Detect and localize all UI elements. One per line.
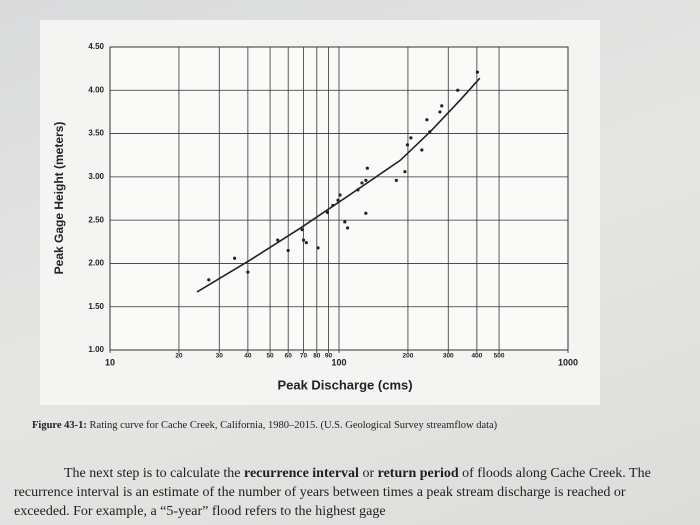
- data-point: [343, 220, 347, 224]
- data-point: [232, 256, 237, 260]
- x-tick-label: 90: [325, 353, 333, 360]
- chart: Peak Gage Height (meters) Peak Discharge…: [40, 20, 600, 405]
- data-point: [246, 270, 250, 274]
- y-axis-label: Peak Gage Height (meters): [52, 122, 66, 275]
- data-point: [360, 181, 364, 185]
- y-tick-label: 2.00: [88, 259, 104, 268]
- data-point: [345, 226, 350, 230]
- y-tick-label: 1.50: [88, 302, 104, 311]
- data-point: [286, 248, 290, 253]
- data-point: [365, 166, 369, 170]
- text-run: or: [358, 466, 378, 481]
- x-tick-label: 60: [285, 353, 293, 360]
- x-tick-label: 200: [403, 353, 414, 360]
- x-tick-label: 1000: [558, 357, 578, 367]
- text-run: of floods along Cache Creek. The recurre…: [14, 466, 651, 519]
- bold-term: recurrence interval: [244, 466, 359, 481]
- x-axis-label: Peak Discharge (cms): [277, 377, 412, 392]
- body-text: The next step is to calculate the recurr…: [14, 464, 684, 521]
- data-point: [364, 178, 368, 182]
- y-tick-label: 3.50: [88, 129, 104, 138]
- data-point: [409, 136, 413, 140]
- y-tick-label: 4.00: [88, 85, 104, 94]
- data-point: [276, 238, 280, 242]
- text-run: The next step is to calculate the: [64, 466, 244, 481]
- data-point: [300, 228, 304, 232]
- data-point: [301, 238, 306, 242]
- data-point: [428, 130, 432, 134]
- x-tick-label: 20: [175, 353, 183, 360]
- data-point: [475, 70, 479, 74]
- x-tick-label: 40: [244, 353, 252, 360]
- data-point: [207, 278, 211, 282]
- y-tick-label: 1.00: [88, 345, 104, 354]
- x-tick-label: 30: [216, 353, 224, 360]
- data-point: [403, 170, 407, 174]
- x-tick-label: 50: [266, 353, 274, 360]
- caption-text: Rating curve for Cache Creek, California…: [89, 420, 498, 431]
- fit-curve: [196, 77, 481, 293]
- data-point: [338, 193, 342, 197]
- data-point: [304, 241, 308, 245]
- x-tick-label: 300: [443, 353, 454, 360]
- x-tick-label: 500: [494, 353, 505, 360]
- data-point: [331, 203, 335, 208]
- data-point: [356, 188, 360, 192]
- data-point: [364, 211, 368, 215]
- data-point: [325, 210, 330, 214]
- data-point: [394, 178, 398, 182]
- data-point: [420, 148, 424, 152]
- data-point: [440, 104, 444, 108]
- x-tick-label: 400: [471, 353, 482, 360]
- y-tick-label: 4.50: [88, 42, 104, 51]
- x-tick-label: 70: [300, 353, 308, 360]
- x-tick-label: 10: [105, 357, 115, 367]
- x-tick-label: 80: [313, 353, 321, 360]
- bold-term: return period: [377, 466, 459, 481]
- data-point: [336, 198, 340, 202]
- data-point: [438, 110, 442, 114]
- data-point: [425, 118, 429, 122]
- x-tick-label: 100: [331, 357, 346, 367]
- caption: Figure 43-1: Rating curve for Cache Cree…: [32, 420, 672, 431]
- data-point: [316, 246, 320, 250]
- data-point: [456, 88, 460, 92]
- y-tick-label: 2.50: [88, 215, 104, 224]
- y-tick-label: 3.00: [88, 172, 104, 181]
- caption-label: Figure 43-1:: [32, 420, 87, 431]
- data-point: [405, 143, 410, 147]
